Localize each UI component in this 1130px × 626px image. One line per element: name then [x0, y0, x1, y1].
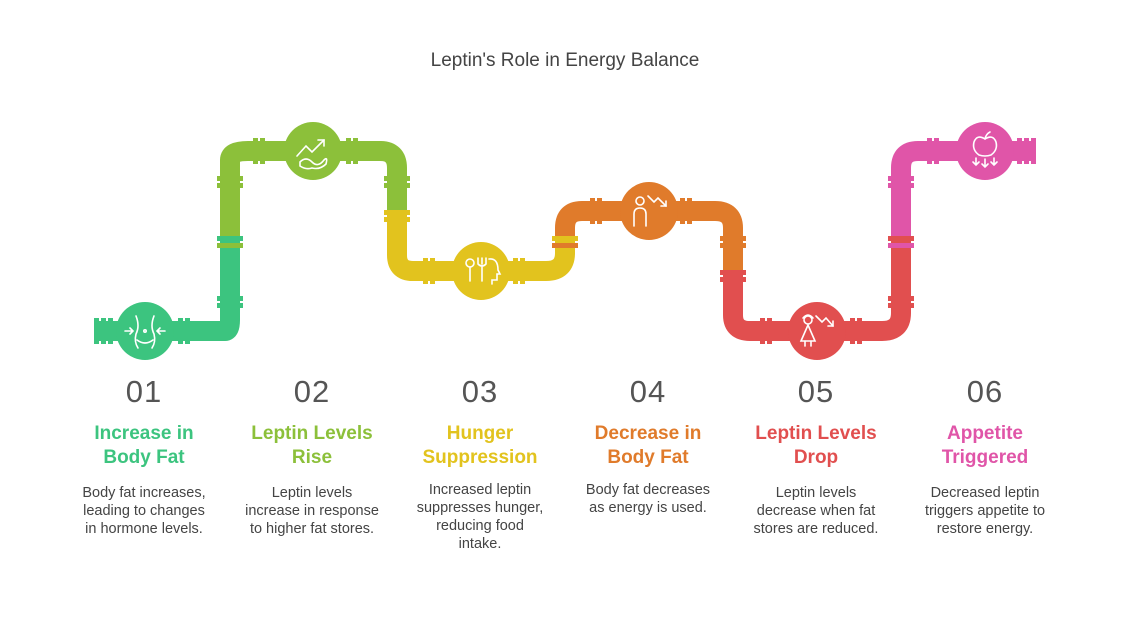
trend-up-icon [296, 139, 328, 170]
step-description-5: Leptin levels decrease when fat stores are… [741, 484, 891, 538]
step-heading-line: Body Fat [103, 447, 185, 468]
step-description-2: Leptin levels increase in response to high… [237, 484, 387, 538]
step-description-line: reducing food [436, 518, 524, 534]
step-description-line: intake. [458, 536, 502, 552]
woman-trend-down-icon [799, 314, 834, 347]
step-description-line: Leptin levels [775, 485, 857, 501]
step-heading-5: Leptin Levels Drop [732, 422, 900, 470]
step-description-line: stores are reduced. [753, 521, 879, 537]
apple-arrows-icon [972, 131, 998, 169]
step-heading-line: Drop [793, 447, 839, 468]
step-description-line: restore energy. [936, 521, 1034, 537]
step-description-line: triggers appetite to [924, 503, 1046, 519]
step-description-line: Body fat increases, [82, 485, 206, 501]
step-description-line: suppresses hunger, [416, 500, 544, 516]
step-description-line: decrease when fat [756, 503, 876, 519]
step-number-3: 03 [461, 374, 499, 409]
step-description-3: Increased leptin suppresses hunger, reduci… [405, 481, 555, 553]
step-heading-line: Leptin Levels [755, 423, 877, 444]
step-heading-line: Decrease in [594, 423, 702, 444]
step-description-line: increase in response [245, 503, 379, 519]
step-heading-line: Appetite [947, 423, 1023, 444]
step-description-6: Decreased leptin triggers appetite to rest… [910, 484, 1060, 538]
step-description-line: as energy is used. [589, 500, 707, 516]
step-node-2 [284, 122, 342, 180]
step-heading-line: Triggered [941, 447, 1029, 468]
person-trend-down-icon [633, 195, 667, 227]
step-heading-line: Suppression [422, 447, 538, 468]
step-heading-line: Rise [291, 447, 333, 468]
step-node-5 [788, 302, 846, 360]
step-description-line: Leptin levels [271, 485, 353, 501]
step-description-line: leading to changes [83, 503, 205, 519]
step-number-5: 05 [797, 374, 835, 409]
step-heading-1: Increase in Body Fat [60, 422, 228, 470]
step-node-3 [452, 242, 510, 300]
head-fork-icon [465, 257, 502, 285]
step-description-line: to higher fat stores. [249, 521, 375, 537]
pipe-segment-6 [891, 141, 1036, 240]
step-description-4: Body fat decreases as energy is used. [573, 481, 723, 517]
step-heading-2: Leptin Levels Rise [228, 422, 396, 470]
step-number-2: 02 [293, 374, 331, 409]
step-heading-line: Increase in [94, 423, 194, 444]
step-description-1: Body fat increases, leading to changes in … [69, 484, 219, 538]
step-heading-line: Hunger [446, 423, 514, 444]
step-heading-4: Decrease in Body Fat [564, 422, 732, 470]
step-description-line: in hormone levels. [85, 521, 203, 537]
step-heading-line: Leptin Levels [251, 423, 373, 444]
step-description-line: Body fat decreases [585, 482, 711, 498]
waist-measure-icon [124, 315, 166, 349]
step-node-6 [956, 122, 1014, 180]
pipe-segment-1 [96, 240, 240, 341]
step-number-1: 01 [125, 374, 163, 409]
step-node-4 [620, 182, 678, 240]
step-heading-6: Appetite Triggered [901, 422, 1069, 470]
step-heading-line: Body Fat [607, 447, 689, 468]
step-heading-3: Hunger Suppression [396, 422, 564, 470]
step-node-1 [116, 302, 174, 360]
step-description-line: Decreased leptin [930, 485, 1040, 501]
step-number-4: 04 [629, 374, 667, 409]
diagram-title: Leptin's Role in Energy Balance [430, 50, 700, 71]
step-number-6: 06 [966, 374, 1004, 409]
step-description-line: Increased leptin [428, 482, 532, 498]
